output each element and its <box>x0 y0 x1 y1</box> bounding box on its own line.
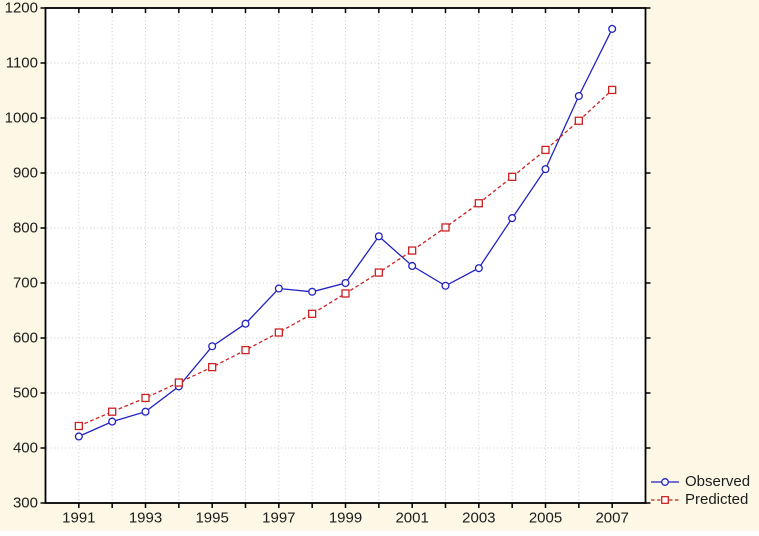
predicted-marker-1998 <box>308 309 317 318</box>
legend-item-observed: Observed <box>650 473 750 491</box>
x-axis-label-1999: 1999 <box>329 509 362 526</box>
predicted-marker-2002 <box>441 223 450 232</box>
observed-marker-1999 <box>341 278 350 288</box>
predicted-marker-1994 <box>174 378 183 387</box>
observed-marker-1993 <box>141 407 150 416</box>
observed-marker-1998 <box>308 287 317 296</box>
observed-marker-1997 <box>274 284 283 293</box>
predicted-marker-2004 <box>508 172 517 182</box>
observed-marker-1991 <box>74 432 83 441</box>
predicted-marker-2006 <box>574 116 583 125</box>
observed-marker-2001 <box>408 261 417 271</box>
predicted-marker-1993 <box>141 393 150 403</box>
predicted-marker-1999 <box>341 289 350 298</box>
predicted-marker-1992 <box>108 407 117 416</box>
y-axis-label-900: 900 <box>13 165 38 182</box>
predicted-marker-1995 <box>208 362 217 372</box>
legend-label-predicted: Predicted <box>685 491 749 508</box>
y-axis-label-1100: 1100 <box>6 55 38 72</box>
legend: Observed Predicted <box>650 473 750 509</box>
y-axis-label-800: 800 <box>13 220 38 237</box>
predicted-marker-2001 <box>408 246 417 255</box>
observed-marker-2004 <box>508 214 517 223</box>
predicted-marker-1991 <box>74 421 83 431</box>
observed-marker-2000 <box>374 232 383 241</box>
observed-marker-2006 <box>574 91 583 101</box>
y-axis-label-300: 300 <box>13 495 38 512</box>
observed-marker-2003 <box>474 264 483 273</box>
y-axis-label-500: 500 <box>13 385 38 402</box>
legend-label-observed: Observed <box>685 473 751 490</box>
predicted-marker-1996 <box>241 345 250 355</box>
x-axis-label-2005: 2005 <box>529 509 562 526</box>
x-axis-label-1995: 1995 <box>195 509 228 526</box>
predicted-marker-2003 <box>474 199 483 208</box>
y-axis-label-1200: 1200 <box>5 0 38 17</box>
x-axis-label-1991: 1991 <box>62 509 95 526</box>
y-axis-label-1000: 1000 <box>5 110 38 127</box>
y-axis-label-400: 400 <box>13 440 38 457</box>
x-axis-label-2007: 2007 <box>595 509 628 526</box>
y-axis-label-700: 700 <box>13 275 38 292</box>
observed-line-swatch <box>651 478 679 486</box>
x-axis-label-1997: 1997 <box>262 509 295 526</box>
observed-marker-2005 <box>541 165 550 174</box>
predicted-marker-1997 <box>274 328 283 337</box>
predicted-marker-2000 <box>374 268 383 277</box>
observed-marker-1995 <box>208 342 217 351</box>
observed-marker-2002 <box>441 281 450 290</box>
x-axis-label-2001: 2001 <box>395 509 428 526</box>
predicted-marker-2007 <box>608 85 617 95</box>
observed-marker-1992 <box>108 417 117 426</box>
predicted-line-swatch <box>651 496 679 504</box>
x-axis-label-2003: 2003 <box>462 509 495 526</box>
legend-item-predicted: Predicted <box>650 491 750 509</box>
y-axis-label-600: 600 <box>13 330 38 347</box>
predicted-marker-2005 <box>541 145 550 155</box>
observed-marker-1996 <box>241 319 250 328</box>
x-axis-label-1993: 1993 <box>129 509 162 526</box>
observed-marker-2007 <box>608 24 617 33</box>
